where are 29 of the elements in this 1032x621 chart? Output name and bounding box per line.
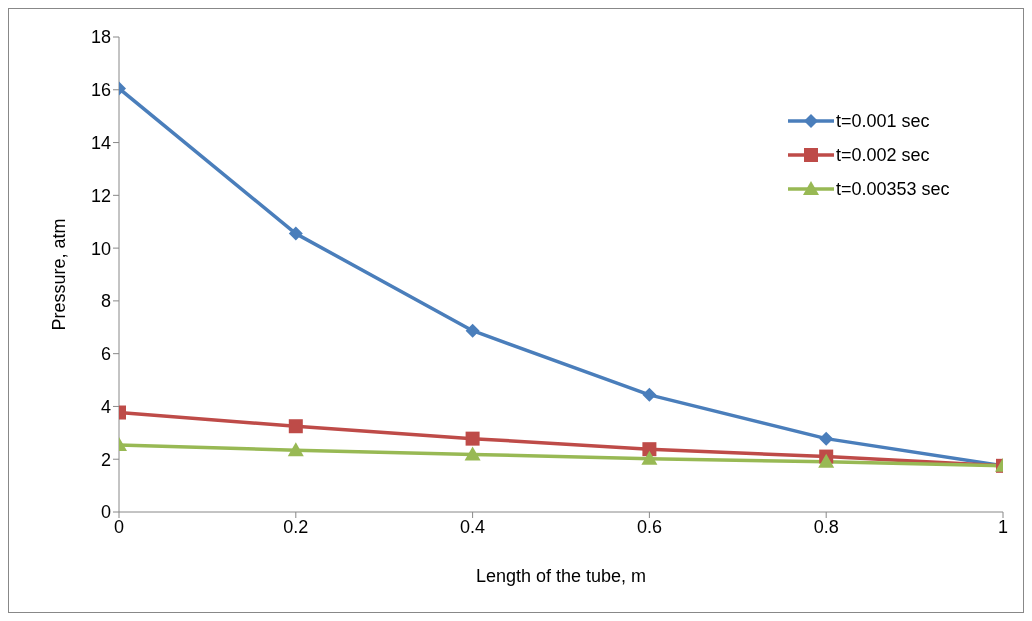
- legend-label: t=0.002 sec: [836, 144, 930, 166]
- y-tick-label: 14: [90, 132, 111, 153]
- point: [819, 431, 834, 446]
- y-tick-label: 12: [90, 185, 111, 206]
- point: [641, 450, 658, 465]
- point: [465, 431, 480, 446]
- x-axis-title: Length of the tube, m: [475, 566, 647, 586]
- y-tick-label: 10: [90, 238, 111, 259]
- x-tick-label: 0.6: [636, 516, 662, 537]
- legend-label: t=0.001 sec: [836, 110, 930, 132]
- point: [465, 323, 480, 338]
- legend-label: t=0.00353 sec: [836, 178, 950, 200]
- point: [464, 446, 481, 461]
- point: [642, 387, 657, 402]
- y-tick-label: 6: [100, 344, 111, 365]
- y-tick-label: 16: [90, 80, 111, 101]
- point: [818, 453, 835, 468]
- x-tick-label: 0: [113, 516, 125, 537]
- point: [642, 442, 657, 457]
- y-tick-label: 2: [100, 449, 111, 470]
- y-tick-label: 8: [100, 291, 111, 312]
- y-tick-label: 4: [100, 396, 111, 417]
- x-tick-label: 0.2: [283, 516, 309, 537]
- y-axis-title: Pressure, atm: [49, 218, 70, 331]
- x-tick-label: 0.8: [813, 516, 839, 537]
- y-tick-label: 18: [90, 27, 111, 48]
- x-tick-label: 1: [997, 516, 1009, 537]
- x-tick-label: 0.4: [460, 516, 486, 537]
- y-tick-label: 0: [100, 502, 111, 523]
